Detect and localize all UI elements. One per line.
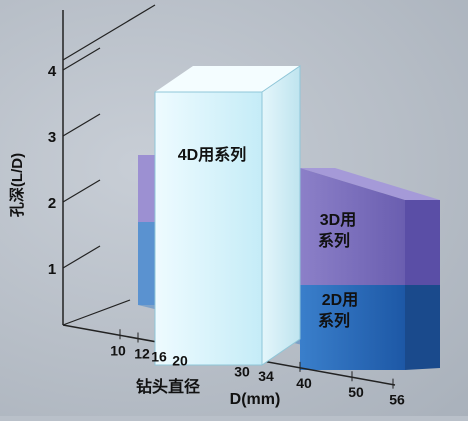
depth-axis-line: [62, 299, 131, 326]
y-top-line: [62, 4, 156, 61]
series-label-3d-line1: 3D用: [320, 211, 356, 229]
y-axis-title: 孔深(L/D): [8, 153, 26, 217]
x-tick-label: 34: [258, 368, 274, 384]
bar-3d-top: [300, 168, 440, 200]
bar-2d-left-edge: [138, 222, 155, 305]
x-tick-label: 16: [151, 349, 167, 365]
x-tick-label: 40: [296, 375, 312, 391]
x-tick-label: 30: [234, 364, 250, 380]
x-tick-label: 10: [110, 342, 126, 358]
y-tick-line: [62, 179, 101, 203]
bar-2d-side: [405, 285, 440, 370]
bar-3d-front: [300, 168, 405, 285]
y-tick-line: [62, 245, 101, 269]
y-tick-label: 2: [48, 195, 56, 212]
bar-4d-front: [154, 91, 263, 366]
series-label-3d-line2: 系列: [318, 231, 350, 250]
x-axis-title-line1: 钻头直径: [136, 377, 200, 396]
x-axis-title-line2: D(mm): [230, 391, 281, 408]
series-label-4d: 4D用系列: [178, 145, 246, 164]
x-tick-label: 50: [348, 384, 364, 400]
y-tick-label: 4: [48, 63, 57, 80]
series-label-2d-line1: 2D用: [322, 291, 358, 309]
y-tick-label: 3: [48, 129, 56, 146]
x-tick-label: 12: [134, 346, 150, 362]
y-tick-line: [62, 113, 101, 137]
x-tick-label: 20: [172, 352, 188, 368]
bar-4d-top: [155, 66, 300, 92]
x-tick-label: 56: [389, 392, 405, 408]
y-tick-label: 1: [48, 261, 56, 278]
bar-2d-front-face: [300, 285, 405, 370]
series-label-2d-line2: 系列: [318, 311, 350, 330]
bar-3d-side: [405, 200, 440, 285]
bar-4d-side: [261, 65, 301, 366]
y-tick-line: [62, 47, 101, 71]
